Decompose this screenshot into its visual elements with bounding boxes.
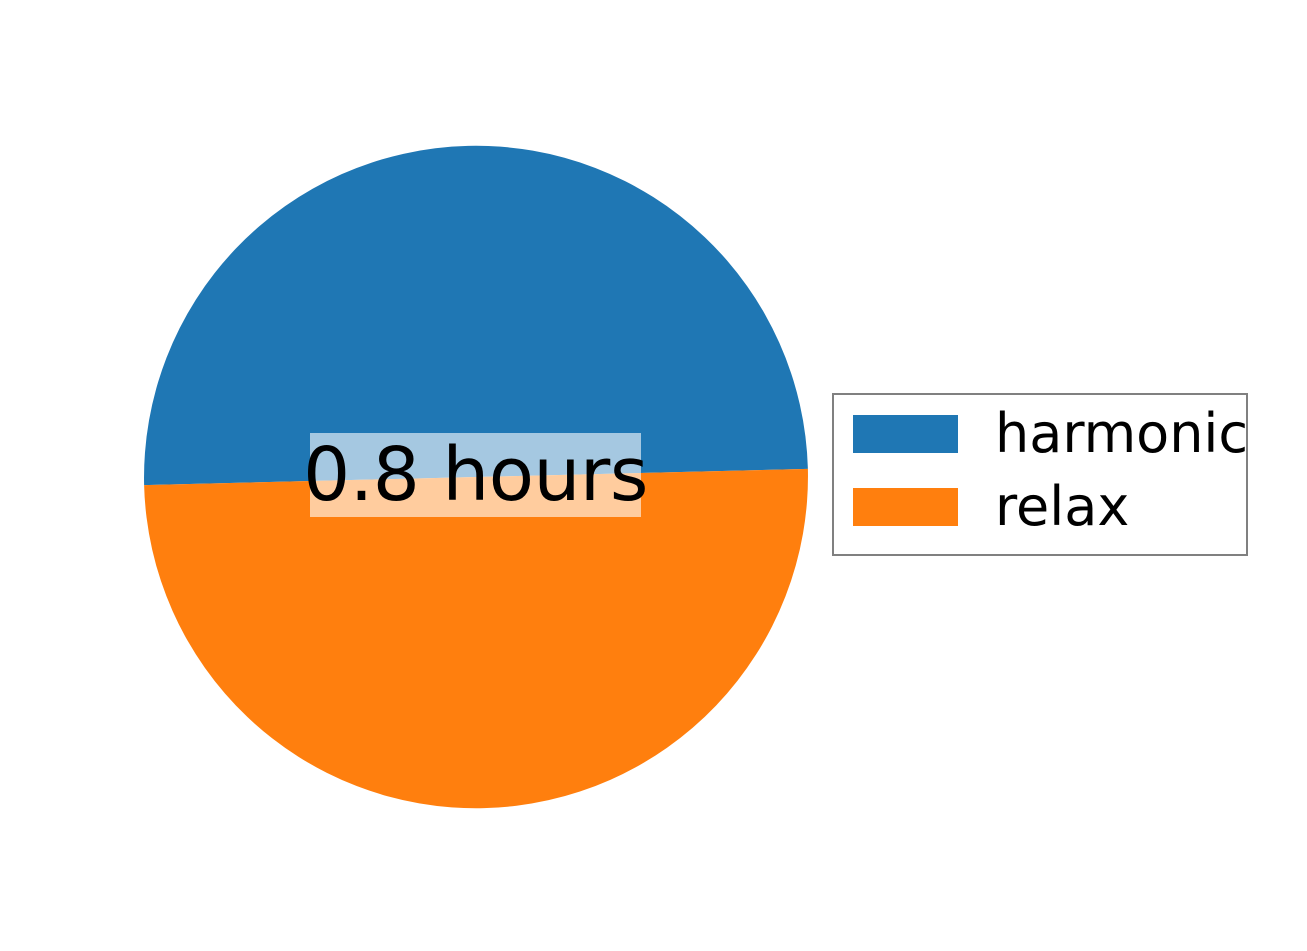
legend-swatch-relax: [853, 488, 958, 526]
pie-center-label: 0.8 hours: [303, 433, 648, 517]
legend-item-harmonic[interactable]: harmonic: [834, 402, 1248, 465]
legend-label-relax: relax: [995, 475, 1130, 538]
legend-label-harmonic: harmonic: [995, 402, 1249, 465]
legend-swatch-harmonic: [853, 415, 958, 453]
pie-slice-relax[interactable]: [144, 468, 808, 809]
pie-slice-harmonic[interactable]: [144, 145, 808, 486]
pie-center-label-text: 0.8 hours: [303, 432, 648, 518]
legend-item-relax[interactable]: relax: [834, 475, 1246, 538]
chart-legend: harmonic relax: [832, 393, 1248, 556]
